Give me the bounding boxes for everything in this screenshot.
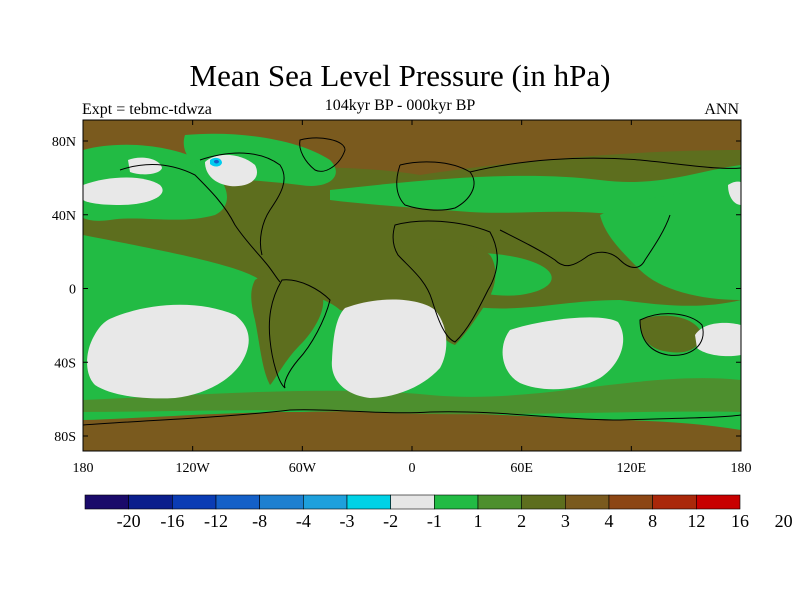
experiment-label: Expt = tebmc-tdwza — [82, 101, 212, 118]
coast-australia — [639, 313, 704, 356]
east-asia-green — [600, 190, 741, 300]
coast-north-america — [119, 164, 281, 283]
southern-olive-band — [83, 378, 741, 415]
colorbar-swatch — [259, 494, 304, 510]
x-axis: 180 120W 60W 0 60E 120E 180 — [73, 120, 752, 476]
season-label: ANN — [704, 101, 739, 118]
colorbar-label: 4 — [605, 511, 614, 531]
colorbar-label: 3 — [561, 511, 570, 531]
white-east-pacific — [728, 181, 741, 205]
colorbar-label: 1 — [474, 511, 483, 531]
x-tick-label: 120E — [617, 461, 647, 476]
africa-olive — [400, 239, 496, 345]
white-south-atlantic — [331, 299, 447, 398]
colorbar-label: 8 — [648, 511, 657, 531]
colorbar-swatch — [128, 494, 173, 510]
coastlines — [83, 137, 741, 426]
y-tick-label: 80N — [52, 135, 76, 150]
colorbar-swatch — [652, 494, 697, 510]
colorbar-label: -3 — [340, 511, 355, 531]
pressure-field — [83, 120, 741, 451]
coast-south-america — [268, 279, 331, 389]
colorbar-swatch — [84, 494, 129, 510]
colorbar-swatch — [477, 494, 522, 510]
coast-south-asia — [499, 214, 671, 268]
white-indian-ocean — [502, 317, 624, 390]
x-tick-label: 60E — [510, 461, 533, 476]
colorbar-label: 20 — [775, 511, 793, 531]
y-tick-label: 80S — [54, 430, 76, 445]
colorbar-label: 12 — [687, 511, 705, 531]
blue-anomaly — [214, 159, 219, 164]
colorbar-swatch — [565, 494, 610, 510]
colorbar-swatch — [390, 494, 435, 510]
x-tick-label: 0 — [409, 461, 416, 476]
colorbar-label: 16 — [731, 511, 749, 531]
white-north-pacific-east — [128, 157, 162, 175]
australia-olive — [640, 315, 701, 353]
colorbar-label: -1 — [427, 511, 442, 531]
coast-africa — [392, 220, 498, 343]
colorbar-swatch — [608, 494, 653, 510]
x-tick-label: 180 — [731, 461, 752, 476]
y-tick-label: 0 — [69, 283, 76, 298]
coast-europe — [396, 161, 475, 211]
colorbar-swatch — [696, 494, 741, 510]
colorbar-label: 2 — [517, 511, 526, 531]
x-tick-label: 180 — [73, 461, 94, 476]
colorbar-label: -12 — [204, 511, 228, 531]
white-south-pacific-east — [695, 322, 741, 357]
colorbar-label: -20 — [117, 511, 141, 531]
time-range-label: 104kyr BP - 000kyr BP — [324, 97, 476, 114]
y-tick-label: 40S — [54, 356, 76, 371]
coast-north-america-east — [199, 152, 285, 256]
colorbar-label: -4 — [296, 511, 311, 531]
coast-asia — [469, 157, 741, 173]
coast-antarctica — [83, 409, 741, 426]
x-tick-label: 120W — [176, 461, 211, 476]
map-title: Mean Sea Level Pressure (in hPa) — [189, 58, 611, 93]
y-tick-label: 40N — [52, 209, 76, 224]
x-tick-label: 60W — [289, 461, 317, 476]
colorbar-swatch — [172, 494, 217, 510]
colorbar-label: -8 — [252, 511, 267, 531]
colorbar-label: -2 — [383, 511, 398, 531]
colorbar-label: -16 — [160, 511, 184, 531]
y-axis: 80N 40N 0 40S 80S — [52, 135, 741, 445]
colorbar-swatch — [303, 494, 348, 510]
white-north-pacific — [83, 177, 163, 205]
white-south-pacific — [87, 304, 249, 399]
south-america-olive — [251, 274, 324, 385]
colorbar-swatch — [215, 494, 260, 510]
colorbar-swatch — [434, 494, 479, 510]
colorbar-swatch — [346, 494, 391, 510]
colorbar-swatch — [521, 494, 566, 510]
colorbar: -20 -16 -12 -8 -4 -3 -2 -1 1 2 3 4 8 12 16 20 — [84, 494, 793, 531]
coast-greenland — [299, 137, 346, 172]
